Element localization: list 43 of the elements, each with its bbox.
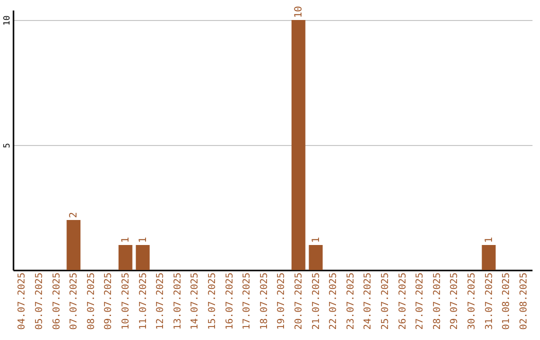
x-tick-label: 27.07.2025 xyxy=(414,272,426,330)
data-label: 1 xyxy=(120,236,132,243)
bar xyxy=(292,20,306,270)
x-tick-label: 20.07.2025 xyxy=(293,272,304,330)
x-tick-label: 29.07.2025 xyxy=(449,272,460,330)
x-tick-label: 06.07.2025 xyxy=(51,272,62,330)
x-tick-label: 12.07.2025 xyxy=(155,272,166,330)
data-label: 2 xyxy=(68,212,80,218)
data-label: 1 xyxy=(310,236,322,243)
bar xyxy=(308,245,323,270)
bar xyxy=(118,245,132,270)
x-tick-label: 21.07.2025 xyxy=(310,272,322,330)
x-tick-label: 04.07.2025 xyxy=(16,272,28,330)
x-tick-label: 22.07.2025 xyxy=(328,272,340,330)
x-tick-label: 14.07.2025 xyxy=(190,272,201,330)
x-tick-label: 15.07.2025 xyxy=(206,272,218,330)
x-tick-label: 18.07.2025 xyxy=(258,272,270,330)
x-tick-label: 16.07.2025 xyxy=(224,272,236,330)
x-tick-label: 05.07.2025 xyxy=(34,272,45,330)
x-tick-label: 26.07.2025 xyxy=(397,272,408,330)
x-tick-label: 13.07.2025 xyxy=(172,272,184,330)
x-tick-label: 17.07.2025 xyxy=(242,272,253,330)
x-tick-label: 10.07.2025 xyxy=(120,272,132,330)
bar xyxy=(136,245,150,270)
x-tick-label: 30.07.2025 xyxy=(466,272,478,330)
bar xyxy=(66,220,80,270)
x-tick-label: 02.08.2025 xyxy=(518,272,530,330)
x-tick-label: 08.07.2025 xyxy=(86,272,97,330)
x-tick-label: 31.07.2025 xyxy=(484,272,495,330)
x-tick-label: 19.07.2025 xyxy=(276,272,288,330)
data-label: 1 xyxy=(484,236,495,243)
x-tick-label: 11.07.2025 xyxy=(138,272,149,330)
x-tick-label: 23.07.2025 xyxy=(345,272,356,330)
x-tick-label: 28.07.2025 xyxy=(432,272,443,330)
x-tick-label: 07.07.2025 xyxy=(68,272,80,330)
data-label: 10 xyxy=(293,6,304,18)
data-label: 1 xyxy=(138,236,149,243)
x-tick-label: 25.07.2025 xyxy=(380,272,391,330)
x-tick-label: 09.07.2025 xyxy=(103,272,114,330)
x-tick-label: 24.07.2025 xyxy=(362,272,374,330)
x-tick-label: 01.08.2025 xyxy=(501,272,512,330)
y-tick-label: 5 xyxy=(2,142,12,148)
bar xyxy=(482,245,496,270)
